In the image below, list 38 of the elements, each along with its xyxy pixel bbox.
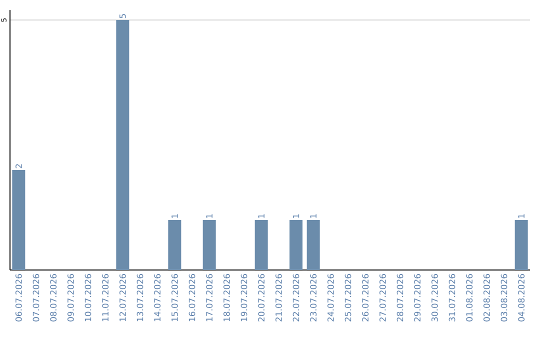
x-tick-label: 02.08.2026 — [483, 274, 490, 322]
x-tick-label: 25.07.2026 — [344, 274, 352, 322]
x-tick-label: 29.07.2026 — [414, 274, 421, 322]
x-tick-label: 28.07.2026 — [396, 274, 404, 322]
x-tick-label: 08.07.2026 — [50, 274, 57, 322]
x-tick-label: 12.07.2026 — [119, 274, 126, 322]
x-tick-label: 19.07.2026 — [240, 274, 248, 322]
x-tick-label: 15.07.2026 — [171, 274, 178, 322]
x-tick-label: 13.07.2026 — [136, 274, 144, 322]
x-tick-label: 03.08.2026 — [500, 274, 508, 322]
x-tick-label: 09.07.2026 — [67, 274, 74, 322]
data-label: 1 — [206, 214, 212, 218]
x-tick-label: 24.07.2026 — [327, 274, 334, 322]
x-tick-label: 01.08.2026 — [466, 274, 473, 322]
data-label: 1 — [258, 214, 264, 218]
x-tick-label: 20.07.2026 — [258, 274, 265, 322]
x-tick-label: 26.07.2026 — [362, 274, 369, 322]
x-tick-label: 21.07.2026 — [275, 274, 282, 322]
data-label: 1 — [518, 214, 524, 218]
x-tick-label: 22.07.2026 — [292, 274, 300, 322]
x-tick-label: 16.07.2026 — [188, 274, 196, 322]
x-tick-label: 07.07.2026 — [32, 274, 40, 322]
x-tick-label: 06.07.2026 — [15, 274, 22, 322]
x-tick-label: 31.07.2026 — [448, 274, 456, 322]
data-label: 1 — [172, 214, 178, 218]
x-tick-label: 23.07.2026 — [310, 274, 317, 322]
data-label: 2 — [16, 164, 22, 168]
x-tick-label: 11.07.2026 — [102, 274, 109, 322]
x-tick-label: 10.07.2026 — [84, 274, 92, 322]
x-tick-label: 14.07.2026 — [154, 274, 161, 322]
x-tick-label: 27.07.2026 — [379, 274, 386, 322]
x-tick-label: 04.08.2026 — [518, 274, 525, 322]
data-label: 1 — [310, 214, 316, 218]
data-label: 5 — [120, 14, 126, 18]
x-tick-label: 18.07.2026 — [223, 274, 230, 322]
x-tick-label: 17.07.2026 — [206, 274, 213, 322]
data-label: 1 — [292, 214, 300, 218]
x-tick-label: 30.07.2026 — [431, 274, 438, 322]
